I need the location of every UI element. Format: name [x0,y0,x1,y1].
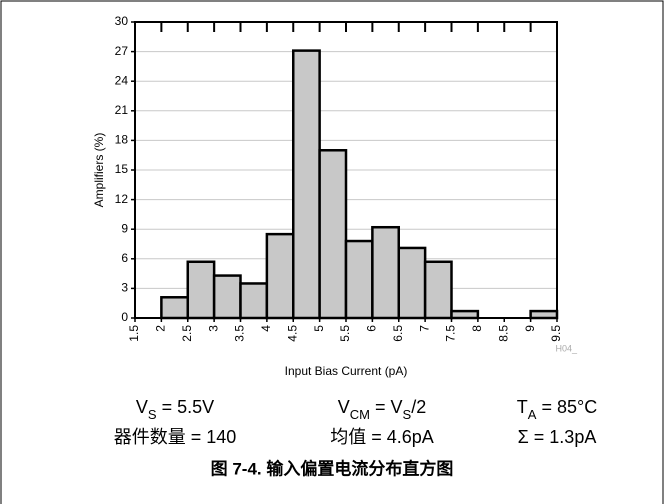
annotation: Σ = 1.3pA [518,427,597,447]
x-tick-label: 1.5 [127,325,141,342]
y-tick-label: 9 [121,221,128,235]
caption: 图 7-4. 输入偏置电流分布直方图 [211,458,454,478]
x-tick-label: 5.5 [338,325,352,342]
x-tick-label: 8.5 [496,325,510,342]
bar [344,239,374,320]
x-tick-label: 3 [206,325,220,332]
x-axis-title: Input Bias Current (pA) [285,364,408,378]
annotation: 均值 = 4.6pA [330,427,434,447]
x-tick-label: 3.5 [233,325,247,342]
annotation: 器件数量 = 140 [114,427,237,447]
annotation-part: 均值 = 4.6pA [330,427,434,447]
y-tick-label: 6 [121,251,128,265]
annotation: VCM = VS/2 [338,397,426,422]
annotation-part: Σ = 1.3pA [518,427,597,447]
bar [318,149,348,320]
y-tick-label: 18 [115,133,129,147]
y-tick-label: 15 [115,162,129,176]
x-tick-label: 5 [312,325,326,332]
bar [160,296,189,320]
y-tick-label: 12 [115,192,129,206]
annotation-part: A [528,407,537,422]
y-tick-label: 24 [115,73,129,87]
bar [450,309,480,320]
annotation-part: V [136,397,148,417]
bar [529,309,559,320]
bar [186,260,216,320]
x-tick-label: 6.5 [391,325,405,342]
annotation-part: S [403,407,412,422]
bar [371,225,400,320]
x-tick-label: 4 [259,325,273,332]
y-tick-label: 0 [121,310,128,324]
annotation-part: = 85°C [536,397,597,417]
annotation-part: /2 [411,397,426,417]
x-tick-label: 9.5 [549,325,563,342]
x-tick-label: 2.5 [180,325,194,342]
bar [397,246,427,320]
y-tick-label: 3 [121,281,128,295]
bar [239,282,269,320]
annotation: VS = 5.5V [136,397,214,422]
bar [292,49,321,320]
x-tick-label: 8 [470,325,484,332]
y-tick-label: 21 [115,103,129,117]
x-tick-label: 6 [365,325,379,332]
y-tick-label: 27 [115,44,129,58]
annotation-part: S [148,407,157,422]
annotation-part: CM [350,407,370,422]
x-tick-label: 4.5 [285,325,299,342]
x-tick-label: 7.5 [444,325,458,342]
bar [265,232,295,320]
annotation-part: V [338,397,350,417]
bar [212,274,242,320]
figure-id: H04_ [555,343,578,353]
y-axis-title: Amplifiers (%) [92,133,106,208]
annotation-part: = V [370,397,403,417]
annotation-part: 器件数量 = 140 [114,427,237,447]
annotation-part: T [517,397,528,417]
annotation-part: = 5.5V [157,397,215,417]
x-tick-label: 2 [154,325,168,332]
bar [423,260,453,320]
y-tick-label: 30 [115,14,129,28]
annotation: TA = 85°C [517,397,597,422]
x-tick-label: 9 [523,325,537,332]
x-tick-label: 7 [417,325,431,332]
